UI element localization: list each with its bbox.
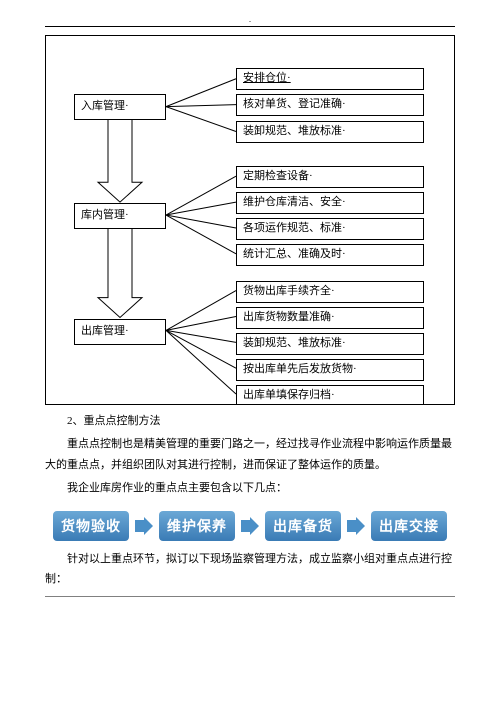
footer-rule bbox=[45, 596, 455, 597]
detail-node: 装卸规范、堆放标准· bbox=[236, 333, 424, 355]
paragraph-2: 我企业库房作业的重点点主要包含以下几点： bbox=[45, 478, 455, 499]
paragraph-3: 针对以上重点环节，拟订以下现场监察管理方法，成立监察小组对重点点进行控制： bbox=[45, 549, 455, 591]
arrow-right-icon bbox=[135, 517, 153, 535]
paragraph-1: 重点点控制也是精美管理的重要门路之一，经过找寻作业流程中影响运作质量最大的重点点… bbox=[45, 434, 455, 476]
body-text-section: 2、重点点控制方法 重点点控制也是精美管理的重要门路之一，经过找寻作业流程中影响… bbox=[45, 411, 455, 499]
detail-node: 维护仓库清洁、安全· bbox=[236, 192, 424, 214]
step-box: 货物验收 bbox=[53, 511, 129, 541]
header-rule bbox=[45, 26, 455, 27]
key-steps-flow: 货物验收维护保养出库备货出库交接 bbox=[45, 511, 455, 541]
section-heading: 2、重点点控制方法 bbox=[45, 411, 455, 432]
detail-node: 安排仓位· bbox=[236, 68, 424, 90]
detail-node: 出库单填保存归档· bbox=[236, 385, 424, 405]
detail-node: 货物出库手续齐全· bbox=[236, 281, 424, 303]
warehouse-flowchart: 入库管理· 库内管理· 出库管理· 安排仓位· 核对单货、登记准确· 装卸规范、堆放标准·… bbox=[45, 35, 455, 405]
main-node-out: 出库管理· bbox=[74, 319, 166, 345]
main-node-ware: 库内管理· bbox=[74, 203, 166, 229]
detail-node: 核对单货、登记准确· bbox=[236, 94, 424, 116]
step-box: 维护保养 bbox=[159, 511, 235, 541]
detail-node: 各项运作规范、标准· bbox=[236, 218, 424, 240]
detail-node: 按出库单先后发放货物· bbox=[236, 359, 424, 381]
detail-node: 出库货物数量准确· bbox=[236, 307, 424, 329]
body-text-section-2: 针对以上重点环节，拟订以下现场监察管理方法，成立监察小组对重点点进行控制： bbox=[45, 549, 455, 591]
document-page: . 入库管理· 库内管理· 出库管理· 安排仓位· 核对单货、登记准确· 装卸规范、堆放标… bbox=[0, 0, 500, 707]
detail-node: 装卸规范、堆放标准· bbox=[236, 121, 424, 143]
detail-node: 定期检查设备· bbox=[236, 166, 424, 188]
step-box: 出库备货 bbox=[265, 511, 341, 541]
arrow-right-icon bbox=[347, 517, 365, 535]
arrow-right-icon bbox=[241, 517, 259, 535]
main-node-in: 入库管理· bbox=[74, 94, 166, 120]
step-box: 出库交接 bbox=[371, 511, 447, 541]
header-mark: . bbox=[45, 16, 455, 24]
detail-node: 统计汇总、准确及时· bbox=[236, 244, 424, 266]
